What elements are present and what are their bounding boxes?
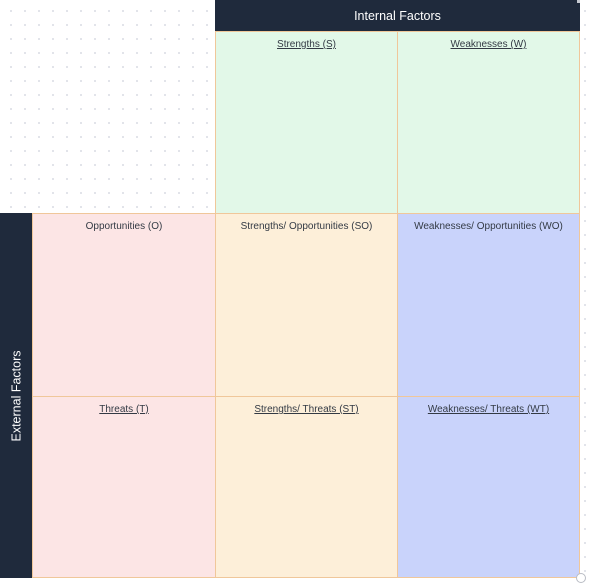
weaknesses-cell[interactable]: Weaknesses (W) [397, 31, 580, 214]
internal-factors-label: Internal Factors [354, 8, 441, 23]
st-cell[interactable]: Strengths/ Threats (ST) [215, 396, 398, 578]
st-label: Strengths/ Threats (ST) [254, 404, 359, 415]
so-cell[interactable]: Strengths/ Opportunities (SO) [215, 213, 398, 397]
strengths-label: Strengths (S) [277, 39, 336, 50]
opportunities-cell[interactable]: Opportunities (O) [32, 213, 216, 397]
wo-label: Weaknesses/ Opportunities (WO) [414, 221, 563, 232]
threats-label: Threats (T) [99, 404, 149, 415]
wo-cell[interactable]: Weaknesses/ Opportunities (WO) [397, 213, 580, 397]
weaknesses-label: Weaknesses (W) [450, 39, 527, 50]
resize-handle-corner[interactable] [576, 573, 586, 583]
external-factors-header[interactable]: External Factors [0, 213, 33, 578]
strengths-cell[interactable]: Strengths (S) [215, 31, 398, 214]
opportunities-label: Opportunities (O) [85, 221, 163, 232]
resize-handle-top[interactable] [577, 0, 580, 3]
external-factors-label: External Factors [9, 349, 24, 442]
wt-cell[interactable]: Weaknesses/ Threats (WT) [397, 396, 580, 578]
internal-factors-header[interactable]: Internal Factors [215, 0, 580, 31]
threats-cell[interactable]: Threats (T) [32, 396, 216, 578]
so-label: Strengths/ Opportunities (SO) [240, 221, 373, 232]
wt-label: Weaknesses/ Threats (WT) [427, 404, 550, 415]
